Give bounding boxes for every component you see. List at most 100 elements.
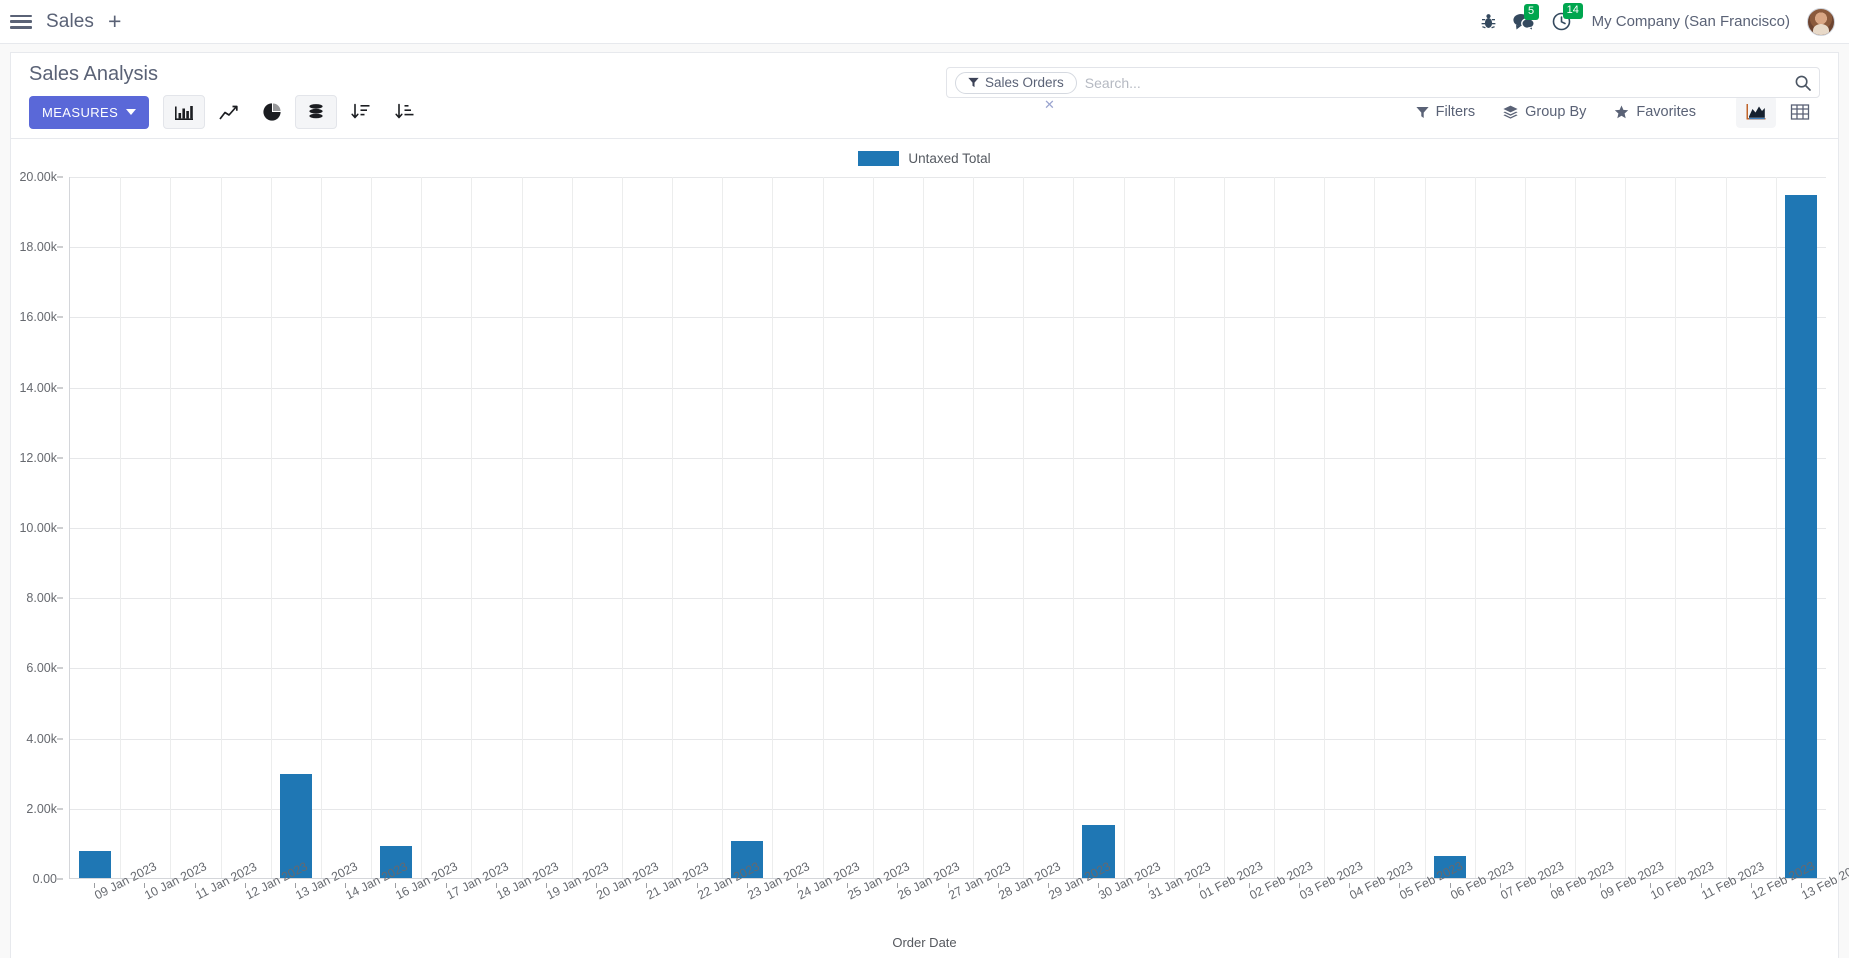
vertical-gridline	[170, 177, 172, 878]
x-axis-labels: 09 Jan 2023 10 Jan 2023 11 Jan 2023 12 Jan …	[69, 859, 1849, 953]
horizontal-gridline	[70, 528, 1826, 529]
sort-descending-icon[interactable]	[339, 95, 381, 129]
x-axis-tick-mark	[1800, 883, 1802, 888]
group-by-button[interactable]: Group By	[1503, 104, 1586, 120]
vertical-gridline	[1374, 177, 1376, 878]
search-facet-sales-orders[interactable]: Sales Orders	[955, 71, 1077, 94]
search-input[interactable]	[1076, 74, 1795, 91]
x-axis-tick-mark	[1650, 883, 1652, 888]
y-axis-tick-label: 8.00k	[26, 591, 57, 606]
vertical-gridline	[1073, 177, 1075, 878]
x-axis-tick-mark	[1449, 883, 1451, 888]
chart-type-button-group	[163, 95, 425, 129]
horizontal-gridline	[70, 387, 1826, 389]
horizontal-gridline	[70, 808, 1826, 810]
bar-chart-icon[interactable]	[163, 95, 206, 129]
x-axis-tick-mark	[897, 883, 899, 888]
search-facet-label: Sales Orders	[985, 74, 1064, 90]
measures-button[interactable]: MEASURES	[29, 95, 150, 129]
filter-icon	[968, 77, 979, 87]
favorites-button-label: Favorites	[1636, 104, 1696, 120]
line-chart-icon[interactable]	[207, 95, 249, 129]
x-axis-tick-mark	[796, 883, 798, 888]
measures-button-label: MEASURES	[42, 104, 119, 120]
new-tab-button[interactable]: +	[108, 8, 122, 34]
y-axis-tick-mark	[57, 527, 63, 529]
x-axis-tick-mark	[696, 883, 698, 888]
stacked-database-icon[interactable]	[295, 95, 338, 129]
graph-view-icon[interactable]	[1736, 96, 1776, 128]
horizontal-gridline	[70, 668, 1826, 670]
filters-button[interactable]: Filters	[1416, 104, 1475, 120]
vertical-gridline	[621, 177, 623, 878]
chart-bar[interactable]	[79, 851, 112, 878]
vertical-gridline	[1675, 177, 1677, 878]
chart-bar[interactable]	[1082, 825, 1115, 878]
chart-bar[interactable]	[279, 774, 312, 878]
x-axis-tick-mark	[1198, 883, 1200, 888]
pivot-view-icon[interactable]	[1780, 96, 1820, 128]
control-panel: Sales Analysis MEASURES	[11, 53, 1838, 139]
graph-view: Untaxed Total 0.00 2.00k 4.00k 6.00k 8.00k 10…	[11, 139, 1849, 958]
messages-icon[interactable]: 5	[1512, 3, 1539, 31]
search-box[interactable]: Sales Orders	[946, 67, 1820, 98]
vertical-gridline	[1173, 177, 1175, 878]
chart-bar[interactable]	[1433, 856, 1466, 878]
vertical-gridline	[1324, 177, 1326, 878]
pie-chart-icon[interactable]	[251, 95, 293, 129]
legend-label: Untaxed Total	[908, 151, 991, 166]
x-axis-tick-mark	[1298, 883, 1300, 888]
vertical-gridline	[421, 177, 423, 878]
chart-bar[interactable]	[731, 841, 764, 878]
company-switcher[interactable]: My Company (San Francisco)	[1591, 13, 1790, 30]
facet-dropdown-caret-icon: ✕	[1044, 97, 1055, 112]
y-axis-labels: 0.00 2.00k 4.00k 6.00k 8.00k 10.00k 12.00k 14.0…	[11, 170, 63, 886]
layers-icon	[1503, 105, 1518, 119]
vertical-gridline	[371, 177, 373, 878]
vertical-gridline	[521, 177, 523, 878]
x-axis-tick-mark	[1549, 883, 1551, 888]
vertical-gridline	[822, 177, 824, 878]
bug-icon[interactable]	[1481, 13, 1496, 30]
horizontal-gridline	[70, 598, 1826, 600]
x-axis-tick-mark	[244, 883, 246, 888]
y-axis-tick-label: 0.00	[32, 872, 57, 886]
x-axis-tick-mark	[746, 883, 748, 888]
y-axis-tick-label: 14.00k	[19, 380, 57, 395]
horizontal-gridline	[70, 457, 1826, 459]
favorites-button[interactable]: Favorites	[1614, 104, 1696, 120]
chart-bar[interactable]	[380, 846, 413, 878]
vertical-gridline	[1474, 177, 1476, 878]
page-title: Sales Analysis	[29, 63, 158, 85]
hamburger-menu-icon[interactable]	[10, 13, 32, 31]
legend-swatch	[858, 151, 900, 166]
chart-bar[interactable]	[1784, 195, 1817, 878]
y-axis-tick-label: 18.00k	[19, 240, 57, 255]
view-switcher	[1736, 96, 1820, 128]
x-axis-tick-mark	[144, 883, 146, 888]
user-avatar[interactable]	[1807, 7, 1835, 36]
vertical-gridline	[320, 177, 322, 878]
vertical-gridline	[973, 177, 975, 878]
x-axis-tick-mark	[1248, 883, 1250, 888]
vertical-gridline	[922, 177, 924, 878]
y-axis-tick-mark	[57, 878, 63, 880]
x-axis-tick-mark	[646, 883, 648, 888]
magnifier-icon[interactable]	[1795, 75, 1811, 91]
vertical-gridline	[722, 177, 724, 878]
x-axis-tick-mark	[1700, 883, 1702, 888]
sort-ascending-icon[interactable]	[383, 95, 425, 129]
vertical-gridline	[1575, 177, 1577, 878]
horizontal-gridline	[70, 317, 1826, 319]
x-axis-tick-mark	[495, 883, 497, 888]
horizontal-gridline	[70, 247, 1826, 249]
x-axis-tick-mark	[596, 883, 598, 888]
vertical-gridline	[772, 177, 774, 878]
x-axis-tick-mark	[94, 883, 96, 888]
x-axis-tick-mark	[1098, 883, 1100, 888]
activities-clock-icon[interactable]: 14	[1552, 3, 1583, 31]
vertical-gridline	[1524, 177, 1526, 878]
x-axis-tick-mark	[1750, 883, 1752, 888]
current-app-name[interactable]: Sales	[46, 10, 95, 32]
x-axis-tick-mark	[445, 883, 447, 888]
